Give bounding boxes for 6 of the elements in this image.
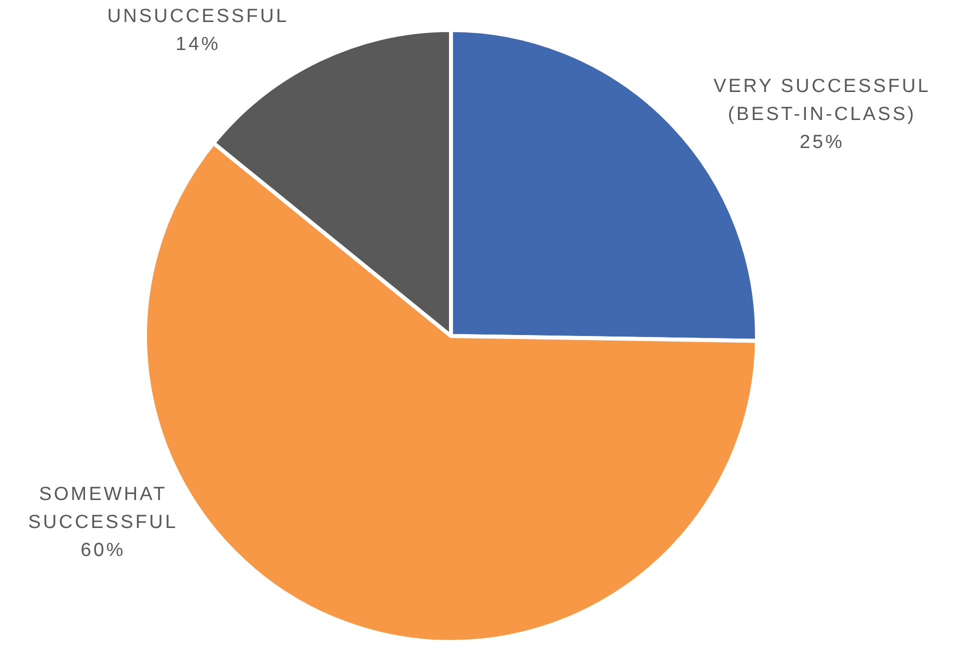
data-label: 25% bbox=[800, 132, 844, 153]
data-label: 14% bbox=[176, 34, 220, 55]
slice-label: SOMEWHAT SUCCESSFUL bbox=[28, 484, 178, 533]
slice-label: VERY SUCCESSFUL (BEST-IN-CLASS) bbox=[713, 76, 931, 125]
slice-label: UNSUCCESSFUL bbox=[107, 6, 289, 27]
data-label: 60% bbox=[80, 540, 126, 561]
